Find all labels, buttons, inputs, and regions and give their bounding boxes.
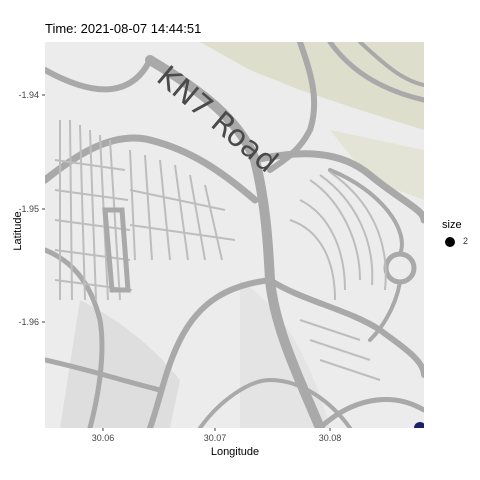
plot-title: Time: 2021-08-07 14:44:51 xyxy=(45,21,202,36)
y-tick-label: -1.95 xyxy=(18,204,39,214)
x-axis-label: Longitude xyxy=(210,446,260,458)
y-tick-label: -1.94 xyxy=(18,90,39,100)
y-tick-label: -1.96 xyxy=(18,317,39,327)
x-tick-label: 30.06 xyxy=(91,433,115,443)
legend-dot-icon xyxy=(445,237,455,247)
legend-label: 2 xyxy=(463,236,469,246)
map-tiles: KN7 Road xyxy=(45,42,424,428)
legend-title: size xyxy=(442,219,462,231)
x-tick-label: 30.07 xyxy=(203,433,227,443)
x-tick-label: 30.08 xyxy=(318,433,342,443)
data-point xyxy=(414,422,424,428)
y-axis-label: Latitude xyxy=(12,211,24,251)
